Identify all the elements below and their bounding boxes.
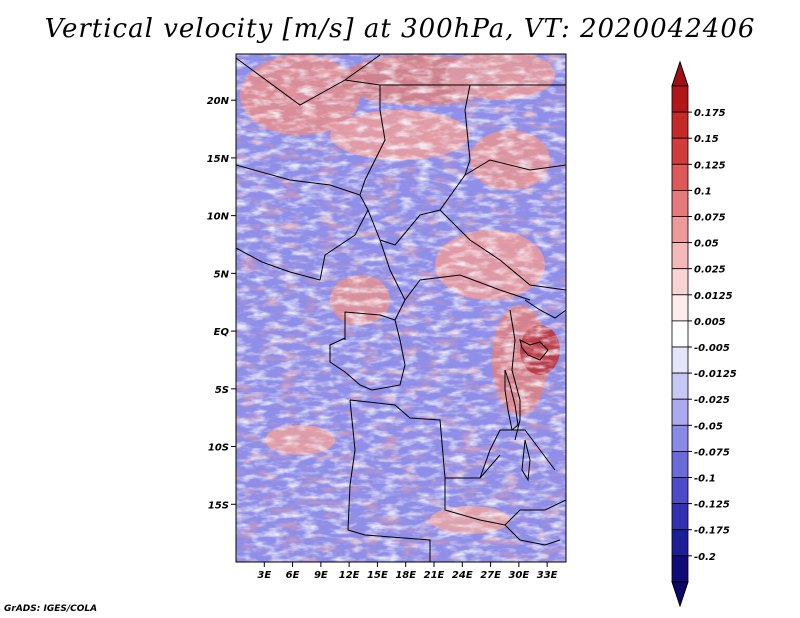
chart-title: Vertical velocity [m/s] at 300hPa, VT: 2… bbox=[44, 14, 756, 44]
lat-tick-label: 10S bbox=[208, 443, 229, 454]
colorbar-label: -0.005 bbox=[694, 343, 730, 354]
colorbar-swatch bbox=[671, 216, 689, 244]
lakes bbox=[504, 339, 549, 482]
colorbar-swatch bbox=[671, 242, 689, 270]
colorbar-label: -0.125 bbox=[694, 500, 730, 511]
colorbar-label: 0.1 bbox=[694, 186, 712, 197]
colorbar-swatch bbox=[671, 555, 689, 583]
colorbar-swatch bbox=[671, 450, 689, 478]
colorbar-swatch bbox=[671, 111, 689, 139]
colorbar-label: -0.175 bbox=[694, 526, 730, 537]
colorbar-label: -0.025 bbox=[694, 395, 730, 406]
lon-tick-label: 30E bbox=[508, 570, 529, 581]
colorbar-label: 0.0125 bbox=[694, 291, 733, 302]
colorbar-swatch bbox=[671, 189, 689, 217]
lat-tick-label: 5N bbox=[214, 269, 230, 280]
vertical-velocity-field bbox=[236, 54, 566, 562]
country-boundaries bbox=[236, 54, 566, 562]
lon-tick-label: 33E bbox=[537, 570, 558, 581]
lon-tick-label: 15E bbox=[367, 570, 388, 581]
colorbar-swatch bbox=[671, 85, 689, 113]
lat-tick-label: EQ bbox=[214, 327, 230, 338]
lat-tick-label: 10N bbox=[207, 212, 230, 223]
colorbar-label: 0.15 bbox=[694, 134, 719, 145]
grads-credit: GrADS: IGES/COLA bbox=[4, 604, 98, 614]
lon-tick-label: 12E bbox=[339, 570, 360, 581]
colorbar-swatch bbox=[671, 137, 689, 165]
colorbar-swatch bbox=[671, 294, 689, 322]
colorbar-label: -0.0125 bbox=[694, 369, 737, 380]
colorbar-label: 0.005 bbox=[694, 317, 726, 328]
colorbar-swatch bbox=[671, 346, 689, 374]
colorbar-swatch bbox=[671, 424, 689, 452]
colorbar-label: -0.075 bbox=[694, 447, 730, 458]
colorbar-swatch bbox=[671, 372, 689, 400]
map-frame bbox=[235, 53, 567, 563]
lon-tick-label: 24E bbox=[452, 570, 473, 581]
colorbar-label: 0.05 bbox=[694, 239, 719, 250]
colorbar-swatch bbox=[671, 503, 689, 531]
lon-tick-label: 9E bbox=[314, 570, 328, 581]
longitude-axis: 3E 6E 9E 12E 15E 18E 21E 24E 27E 30E 33E bbox=[257, 562, 558, 581]
lon-tick-label: 18E bbox=[395, 570, 416, 581]
colorbar-swatch bbox=[671, 163, 689, 191]
latitude-axis: 20N 15N 10N 5N EQ 5S 10S 15S bbox=[207, 96, 236, 511]
colorbar-label: 0.025 bbox=[694, 265, 726, 276]
lon-tick-label: 3E bbox=[257, 570, 271, 581]
colorbar-label: -0.2 bbox=[694, 552, 716, 563]
colorbar-top-arrow bbox=[671, 60, 689, 87]
colorbar-swatch bbox=[671, 529, 689, 557]
lat-tick-label: 5S bbox=[215, 385, 229, 396]
lat-tick-label: 20N bbox=[207, 96, 230, 107]
lon-tick-label: 6E bbox=[286, 570, 300, 581]
colorbar-label: 0.075 bbox=[694, 213, 726, 224]
colorbar-swatch bbox=[671, 398, 689, 426]
colorbar-swatch bbox=[671, 268, 689, 296]
lat-tick-label: 15S bbox=[208, 500, 229, 511]
colorbar-label: -0.1 bbox=[694, 474, 716, 485]
colorbar-label: -0.05 bbox=[694, 421, 723, 432]
colorbar-label: 0.175 bbox=[694, 108, 726, 119]
lat-tick-label: 15N bbox=[207, 154, 230, 165]
colorbar-swatch bbox=[671, 320, 689, 348]
colorbar-swatch bbox=[671, 477, 689, 505]
lon-tick-label: 27E bbox=[480, 570, 501, 581]
colorbar-bottom-arrow bbox=[671, 581, 689, 608]
lon-tick-label: 21E bbox=[424, 570, 445, 581]
colorbar: 0.175 0.15 0.125 0.1 0.075 0.05 0.025 0.0125 0.0… bbox=[671, 60, 737, 608]
colorbar-label: 0.125 bbox=[694, 160, 726, 171]
